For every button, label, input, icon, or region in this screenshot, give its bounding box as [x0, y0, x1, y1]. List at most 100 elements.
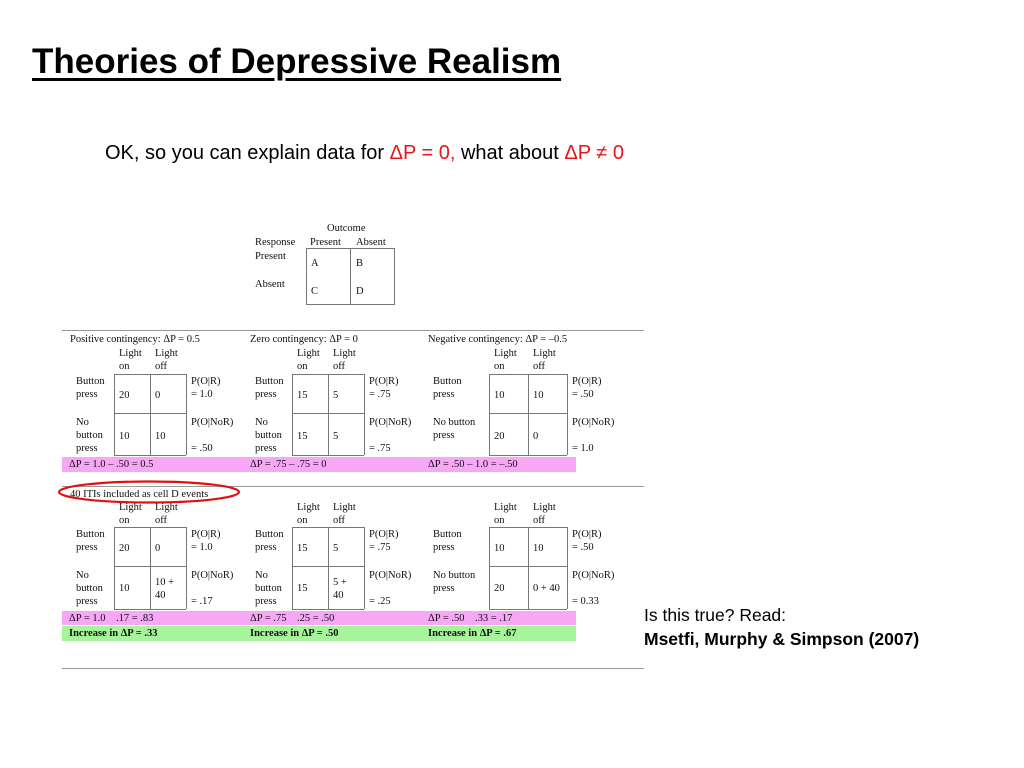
- table-center-line: [328, 374, 329, 455]
- cell-line: 40: [155, 590, 166, 601]
- table-center-line: [528, 527, 529, 609]
- light-off-line2: off: [533, 515, 546, 526]
- light-on-line2: on: [494, 361, 505, 372]
- row-label-line: No: [76, 417, 89, 428]
- row-label-line: Button: [76, 529, 105, 540]
- positive-contingency-heading: Positive contingency: ΔP = 0.5: [70, 334, 200, 345]
- light-on-line2: on: [297, 361, 308, 372]
- row-label-line: No: [255, 570, 268, 581]
- table-left-line: [489, 527, 490, 609]
- row-no-button-press: No button press: [255, 416, 282, 455]
- note-question: Is this true? Read:: [644, 605, 787, 625]
- table-bottom-line: [489, 455, 567, 456]
- row-label-line: press: [433, 389, 455, 400]
- cell-value: 10: [533, 543, 544, 554]
- table-center-line: [150, 374, 151, 455]
- light-off-line1: Light: [155, 502, 178, 513]
- table-right-line: [364, 374, 365, 455]
- reference-note: Is this true? Read: Msetfi, Murphy & Sim…: [644, 603, 919, 651]
- light-on-header: Light on: [494, 347, 517, 373]
- cell-value: 10: [119, 431, 130, 442]
- delta-p-formula: ΔP = .50 .33 = .17: [428, 613, 513, 624]
- prob-o-given-r: P(O|R) = 1.0: [191, 375, 221, 401]
- light-off-header: Light off: [333, 347, 356, 373]
- row-no-button-press: No button press: [433, 569, 475, 595]
- prob-o-given-nor: P(O|NoR) = 1.0: [572, 416, 614, 455]
- row-label-line: press: [76, 443, 98, 454]
- row-label-line: Button: [433, 376, 462, 387]
- prob-o-given-r: P(O|R) = .50: [572, 528, 602, 554]
- cell-value: 5: [333, 390, 339, 401]
- light-off-line1: Light: [533, 502, 556, 513]
- prob-o-given-nor: P(O|NoR) = 0.33: [572, 569, 614, 608]
- delta-p-nonzero: ΔP ≠ 0: [564, 142, 624, 164]
- subtitle-lead: OK, so you can explain data for: [105, 142, 390, 164]
- matrix-col-absent: Absent: [356, 237, 386, 248]
- matrix-cell-c: C: [311, 286, 319, 297]
- row-label-line: press: [255, 542, 277, 553]
- row-label-line: press: [255, 596, 277, 607]
- subtitle-line: OK, so you can explain data for ΔP = 0, …: [105, 142, 624, 165]
- prob-o-given-r: P(O|R) = 1.0: [191, 528, 221, 554]
- prob-line: = .75: [369, 389, 391, 400]
- light-on-line1: Light: [494, 348, 517, 359]
- row-button-press: Button press: [255, 528, 284, 554]
- delta-p-formula: ΔP = 1.0 .17 = .83: [69, 613, 154, 624]
- row-label-line: button: [76, 430, 103, 441]
- negative-contingency-heading: Negative contingency: ΔP = –0.5: [428, 334, 568, 345]
- light-on-line1: Light: [297, 502, 320, 513]
- light-on-line1: Light: [119, 348, 142, 359]
- figure-middle-rule: [62, 486, 644, 487]
- prob-line: P(O|R): [369, 376, 399, 387]
- row-button-press: Button press: [433, 528, 462, 554]
- cell-value: 0: [155, 390, 161, 401]
- prob-line: = .50: [572, 389, 594, 400]
- prob-o-given-nor: P(O|NoR) = .25: [369, 569, 411, 608]
- table-bottom-line: [114, 609, 186, 610]
- prob-line: P(O|NoR): [369, 570, 412, 581]
- cell-value-multiline: 10 + 40: [155, 576, 174, 602]
- table-left-line: [292, 527, 293, 609]
- bottom-delta-band: ΔP = 1.0 .17 = .83 ΔP = .75 .25 = .50 ΔP…: [62, 611, 576, 625]
- light-on-line2: on: [119, 515, 130, 526]
- row-button-press: Button press: [76, 375, 105, 401]
- light-on-line2: on: [297, 515, 308, 526]
- prob-line: = 0.33: [572, 596, 599, 607]
- delta-p-formula: ΔP = .75 .25 = .50: [250, 613, 335, 624]
- cell-value: 0: [155, 543, 161, 554]
- prob-line: = .25: [369, 596, 391, 607]
- increase-label: Increase in ΔP = .67: [428, 628, 517, 639]
- matrix-left-line: [306, 248, 307, 304]
- prob-line: P(O|NoR): [191, 417, 234, 428]
- light-off-line1: Light: [333, 502, 356, 513]
- matrix-col-present: Present: [310, 237, 341, 248]
- light-off-header: Light off: [533, 347, 556, 373]
- prob-line: = .17: [191, 596, 213, 607]
- cell-value: 20: [119, 543, 130, 554]
- subtitle-mid: what about: [455, 142, 565, 164]
- row-label-line: press: [433, 430, 455, 441]
- matrix-cell-b: B: [356, 258, 364, 269]
- prob-line: P(O|R): [191, 376, 221, 387]
- prob-o-given-r: P(O|R) = .75: [369, 528, 399, 554]
- light-on-line1: Light: [119, 502, 142, 513]
- prob-o-given-nor: P(O|NoR) = .17: [191, 569, 233, 608]
- light-on-header: Light on: [297, 347, 320, 373]
- row-label-line: press: [255, 389, 277, 400]
- table-left-line: [292, 374, 293, 455]
- matrix-cell-d: D: [356, 286, 364, 297]
- figure-bottom-rule: [62, 668, 644, 669]
- prob-line: = 1.0: [572, 443, 594, 454]
- light-off-header: Light off: [155, 501, 178, 527]
- table-right-line: [364, 527, 365, 609]
- matrix-outcome-label: Outcome: [327, 223, 366, 234]
- cell-value: 10: [155, 431, 166, 442]
- light-off-line2: off: [155, 515, 168, 526]
- light-on-line2: on: [494, 515, 505, 526]
- light-off-line2: off: [155, 361, 168, 372]
- prob-line: = .50: [191, 443, 213, 454]
- cell-value: 20: [494, 583, 505, 594]
- matrix-bottom-line: [306, 304, 395, 305]
- table-right-line: [567, 527, 568, 609]
- light-off-line1: Light: [533, 348, 556, 359]
